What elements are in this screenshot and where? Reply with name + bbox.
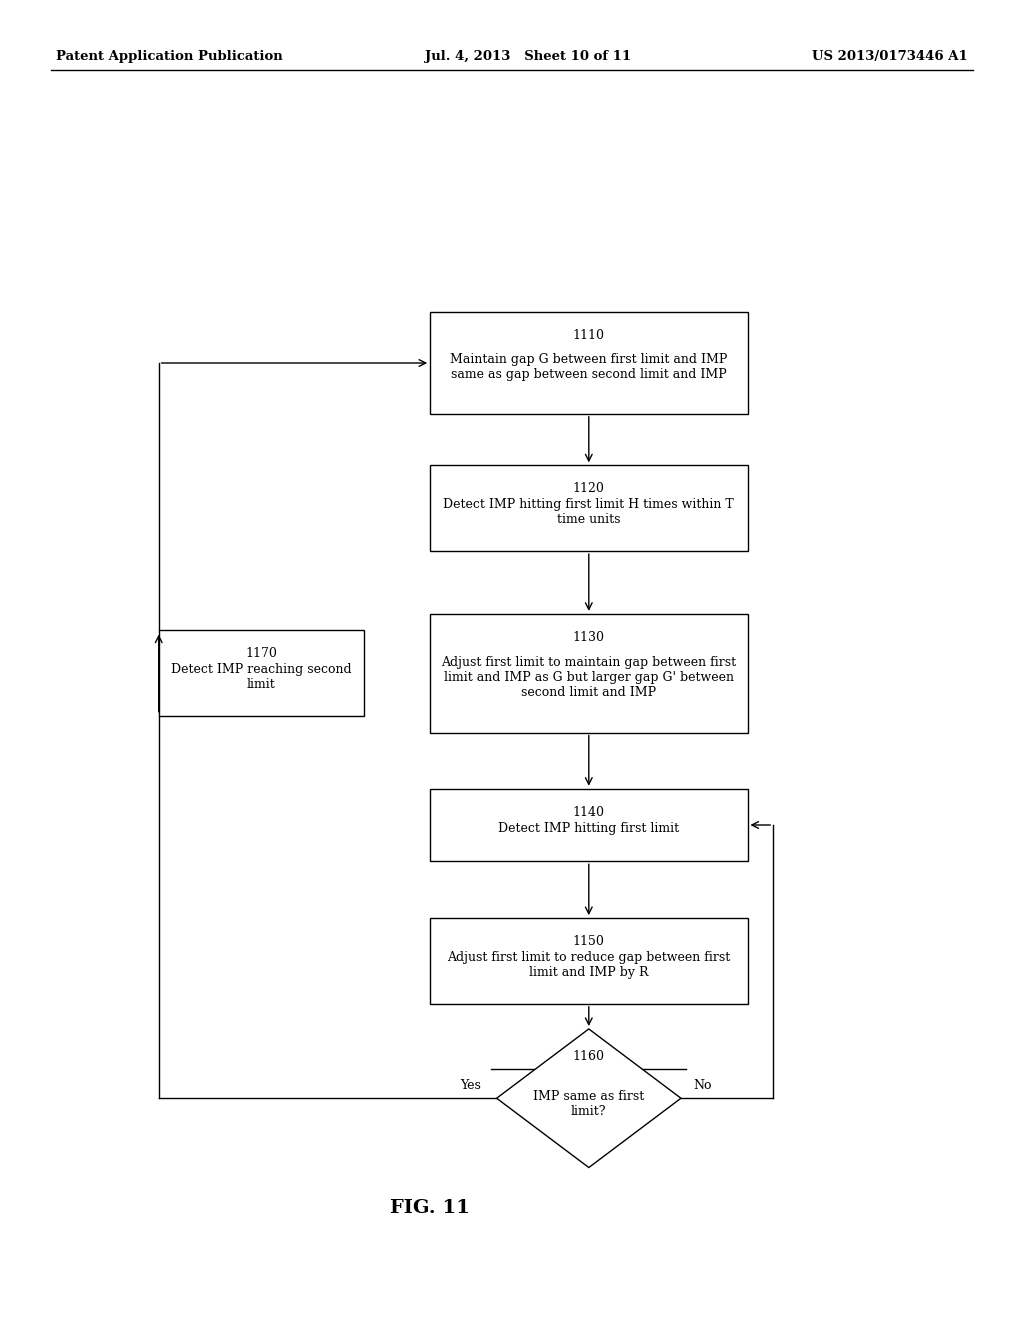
Text: 1140: 1140 — [572, 805, 605, 818]
Polygon shape — [497, 1030, 681, 1167]
Text: 1120: 1120 — [572, 483, 605, 495]
Text: Maintain gap G between first limit and IMP
same as gap between second limit and : Maintain gap G between first limit and I… — [451, 352, 727, 381]
Text: 1130: 1130 — [572, 631, 605, 644]
Text: Adjust first limit to reduce gap between first
limit and IMP by R: Adjust first limit to reduce gap between… — [447, 950, 730, 979]
Text: Yes: Yes — [461, 1078, 481, 1092]
FancyBboxPatch shape — [430, 313, 748, 414]
Text: 1160: 1160 — [572, 1051, 605, 1063]
Text: No: No — [693, 1078, 712, 1092]
Text: Detect IMP hitting first limit: Detect IMP hitting first limit — [499, 822, 679, 836]
Text: Detect IMP reaching second
limit: Detect IMP reaching second limit — [171, 663, 351, 692]
Text: FIG. 11: FIG. 11 — [390, 1199, 470, 1217]
Text: Detect IMP hitting first limit H times within T
time units: Detect IMP hitting first limit H times w… — [443, 498, 734, 527]
FancyBboxPatch shape — [430, 919, 748, 1003]
Text: Jul. 4, 2013   Sheet 10 of 11: Jul. 4, 2013 Sheet 10 of 11 — [425, 50, 631, 63]
Text: Patent Application Publication: Patent Application Publication — [56, 50, 283, 63]
Text: Adjust first limit to maintain gap between first
limit and IMP as G but larger g: Adjust first limit to maintain gap betwe… — [441, 656, 736, 698]
Text: 1170: 1170 — [245, 648, 278, 660]
Text: 1150: 1150 — [572, 935, 605, 948]
FancyBboxPatch shape — [430, 614, 748, 733]
Text: 1110: 1110 — [572, 330, 605, 342]
FancyBboxPatch shape — [159, 631, 364, 715]
Text: IMP same as first
limit?: IMP same as first limit? — [534, 1089, 644, 1118]
FancyBboxPatch shape — [430, 466, 748, 552]
Text: US 2013/0173446 A1: US 2013/0173446 A1 — [812, 50, 968, 63]
FancyBboxPatch shape — [430, 789, 748, 862]
